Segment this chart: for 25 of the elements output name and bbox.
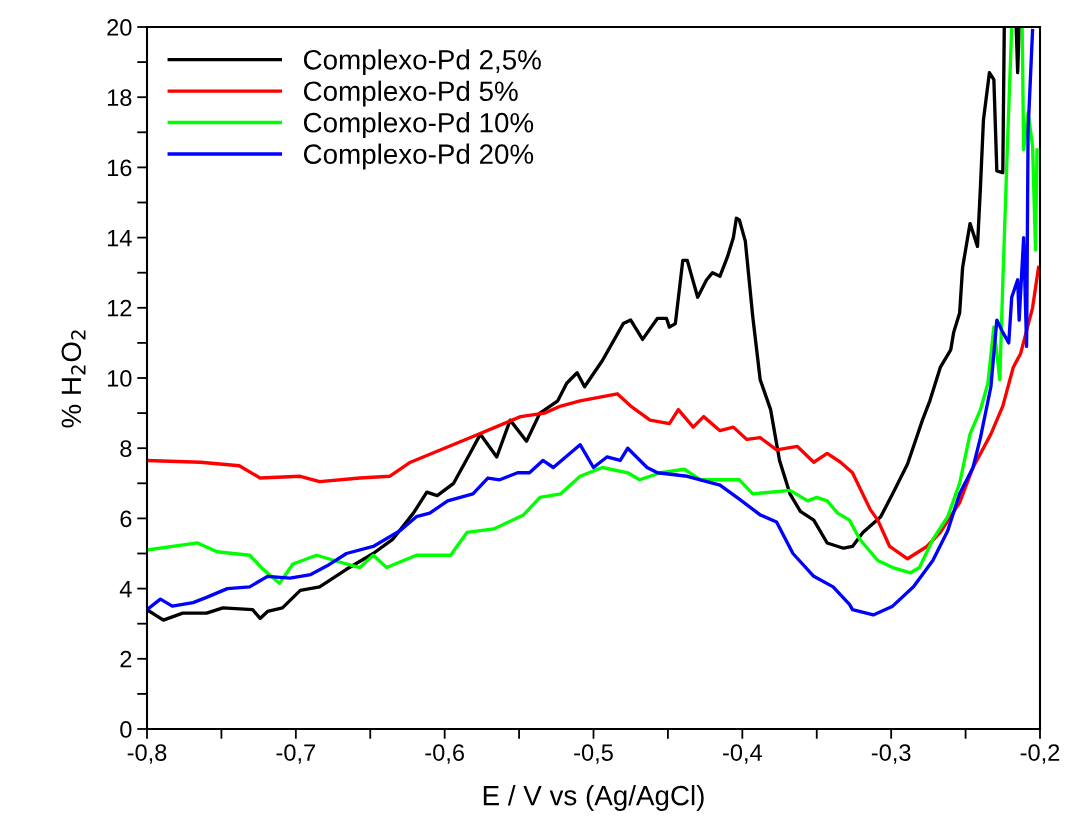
y-tick-label: 18 (107, 89, 132, 106)
y-tick-label: 16 (107, 159, 132, 177)
x-tick-label: -0,3 (871, 744, 911, 764)
legend-label: Complexo-Pd 2,5% (303, 49, 541, 76)
x-tick-label: -0,4 (723, 744, 762, 764)
y-tick-label: 14 (107, 229, 132, 247)
x-tick-label: -0,6 (425, 744, 464, 764)
legend-label: Complexo-Pd 5% (303, 80, 518, 107)
y-tick-label: 2 (120, 650, 132, 668)
y-tick-label: 0 (120, 721, 132, 738)
y-axis-title: % H$_{2}$O$_{2}$ (61, 330, 86, 428)
y-tick-label: 20 (107, 19, 132, 36)
x-tick-label: -0,5 (574, 744, 613, 764)
x-tick-label: -0,7 (276, 744, 315, 764)
x-tick-label: -0,2 (1020, 744, 1060, 764)
y-tick-label: 12 (107, 299, 132, 317)
line-series (147, 265, 1040, 561)
y-tick-label: 10 (107, 370, 132, 387)
y-tick-label: 4 (119, 580, 132, 598)
x-axis-title: E / V vs (Ag/AgCl) (483, 785, 704, 811)
y-tick-label: 8 (120, 440, 132, 457)
y-tick-label: 6 (120, 510, 132, 528)
legend-label: Complexo-Pd 10% (303, 112, 534, 139)
legend-label: Complexo-Pd 20% (303, 143, 534, 170)
x-tick-label: -0,8 (127, 744, 167, 764)
